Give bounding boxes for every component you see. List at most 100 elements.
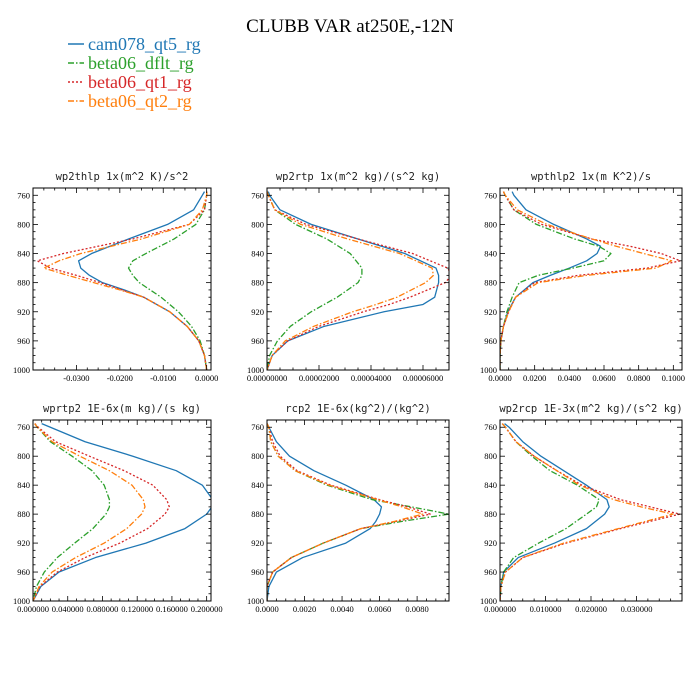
legend-entry: beta06_qt1_rg xyxy=(88,72,192,92)
y-tick-label: 920 xyxy=(484,307,497,317)
panel-title: wpthlp2 1x(m K^2)/s xyxy=(531,171,651,183)
x-tick-label: 0.0000 xyxy=(255,604,278,614)
y-tick-label: 920 xyxy=(251,538,264,548)
series-line-beta06_qt2_rg xyxy=(267,423,424,601)
y-tick-label: 1000 xyxy=(480,596,497,606)
x-tick-label: 0.0080 xyxy=(405,604,428,614)
series-line-beta06_dflt_rg xyxy=(267,423,449,601)
x-tick-label: 0.020000 xyxy=(575,604,607,614)
y-tick-label: 920 xyxy=(484,538,497,548)
y-tick-label: 880 xyxy=(484,509,497,519)
series-line-beta06_qt2_rg xyxy=(43,191,208,370)
y-tick-label: 840 xyxy=(251,480,264,490)
y-tick-label: 880 xyxy=(251,509,264,519)
y-tick-label: 760 xyxy=(484,422,497,432)
x-tick-label: 0.0600 xyxy=(592,373,615,383)
series-group xyxy=(36,191,208,370)
series-group xyxy=(500,191,681,370)
series-line-beta06_dflt_rg xyxy=(267,191,363,370)
x-tick-label: 0.00002000 xyxy=(299,373,339,383)
series-line-beta06_qt1_rg xyxy=(36,191,208,370)
y-tick-label: 960 xyxy=(251,336,264,346)
series-line-cam078_qt5_rg xyxy=(267,191,440,370)
chart-panel-4: wprtp2 1E-6x(m kg)/(s kg) 760 800 840 880 920… xyxy=(13,403,223,614)
x-tick-label: 0.0040 xyxy=(330,604,353,614)
y-tick-label: 800 xyxy=(251,219,264,229)
plot-frame xyxy=(32,187,212,371)
x-tick-label: -0.0300 xyxy=(63,373,89,383)
plot-frame xyxy=(266,187,450,371)
x-tick-label: 0.00000000 xyxy=(247,373,287,383)
series-line-beta06_dflt_rg xyxy=(127,191,208,370)
series-group xyxy=(500,423,681,601)
y-tick-label: 880 xyxy=(251,278,264,288)
y-tick-label: 760 xyxy=(17,422,30,432)
chart-panel-6: wp2rcp 1E-3x(m^2 kg)/(s^2 kg)760 800 840 88… xyxy=(480,403,683,614)
series-line-cam078_qt5_rg xyxy=(500,191,602,370)
y-tick-label: 1000 xyxy=(13,365,30,375)
series-group xyxy=(33,423,211,601)
series-line-beta06_dflt_rg xyxy=(33,423,111,601)
x-tick-label: 0.000000 xyxy=(484,604,516,614)
y-tick-label: 760 xyxy=(251,422,264,432)
y-tick-label: 1000 xyxy=(480,365,497,375)
y-tick-label: 1000 xyxy=(13,596,30,606)
figure-title: CLUBB VAR at250E,-12N xyxy=(246,16,454,37)
legend-entry: cam078_qt5_rg xyxy=(88,34,201,54)
y-tick-label: 840 xyxy=(17,480,30,490)
series-line-cam078_qt5_rg xyxy=(500,423,610,601)
x-tick-label: 0.0400 xyxy=(558,373,581,383)
series-line-beta06_qt1_rg xyxy=(33,423,170,601)
series-line-beta06_qt1_rg xyxy=(500,423,681,601)
x-tick-label: 0.010000 xyxy=(530,604,562,614)
y-tick-label: 840 xyxy=(251,249,264,259)
chart-panel-2: wp2rtp 1x(m^2 kg)/(s^2 kg) 760 800 840 880 92… xyxy=(247,171,450,383)
x-tick-label: 0.000000 xyxy=(17,604,49,614)
y-tick-label: 920 xyxy=(17,307,30,317)
y-tick-label: 840 xyxy=(17,249,30,259)
x-tick-label: 0.0060 xyxy=(368,604,391,614)
y-tick-label: 880 xyxy=(17,278,30,288)
x-tick-label: 0.0020 xyxy=(293,604,316,614)
y-tick-label: 920 xyxy=(251,307,264,317)
x-tick-label: 0.080000 xyxy=(87,604,119,614)
y-tick-label: 960 xyxy=(484,336,497,346)
y-tick-label: 880 xyxy=(17,509,30,519)
y-tick-label: 960 xyxy=(17,336,30,346)
series-group xyxy=(267,191,449,370)
y-tick-label: 960 xyxy=(251,567,264,577)
plot-frame xyxy=(499,187,683,371)
y-tick-label: 1000 xyxy=(247,596,264,606)
x-tick-label: 0.00006000 xyxy=(403,373,443,383)
y-tick-label: 920 xyxy=(17,538,30,548)
series-line-beta06_qt2_rg xyxy=(33,423,146,601)
x-tick-label: 0.0000 xyxy=(195,373,218,383)
series-line-beta06_qt2_rg xyxy=(500,191,673,370)
panels: wp2thlp 1x(m^2 K)/s^2 760 800 840 880 920 960 1… xyxy=(13,171,685,614)
panel-title: wp2rtp 1x(m^2 kg)/(s^2 kg) xyxy=(276,171,440,183)
y-tick-label: 800 xyxy=(17,451,30,461)
x-tick-label: 0.00004000 xyxy=(351,373,391,383)
y-tick-label: 800 xyxy=(484,451,497,461)
y-tick-label: 840 xyxy=(484,249,497,259)
panel-title: wp2thlp 1x(m^2 K)/s^2 xyxy=(56,171,189,183)
series-line-beta06_qt1_rg xyxy=(267,423,431,601)
x-tick-label: 0.0200 xyxy=(523,373,546,383)
y-tick-label: 760 xyxy=(251,190,264,200)
x-tick-label: 0.1000 xyxy=(662,373,685,383)
y-tick-label: 1000 xyxy=(247,365,264,375)
y-tick-label: 840 xyxy=(484,480,497,490)
series-line-cam078_qt5_rg xyxy=(77,191,208,370)
panel-title: wp2rcp 1E-3x(m^2 kg)/(s^2 kg) xyxy=(499,403,682,415)
series-line-beta06_qt2_rg xyxy=(500,423,674,601)
chart-panel-1: wp2thlp 1x(m^2 K)/s^2 760 800 840 880 920 960 1… xyxy=(13,171,218,383)
plot-frame xyxy=(32,419,212,602)
chart-panel-3: wpthlp2 1x(m K^2)/s 760 800 840 880 920 960 100… xyxy=(480,171,685,383)
x-tick-label: 0.0000 xyxy=(488,373,511,383)
y-tick-label: 800 xyxy=(251,451,264,461)
x-tick-label: -0.0200 xyxy=(107,373,133,383)
series-line-beta06_qt1_rg xyxy=(500,191,681,370)
series-line-beta06_dflt_rg xyxy=(500,191,612,370)
legend: cam078_qt5_rgbeta06_dflt_rgbeta06_qt1_rg… xyxy=(68,34,201,111)
